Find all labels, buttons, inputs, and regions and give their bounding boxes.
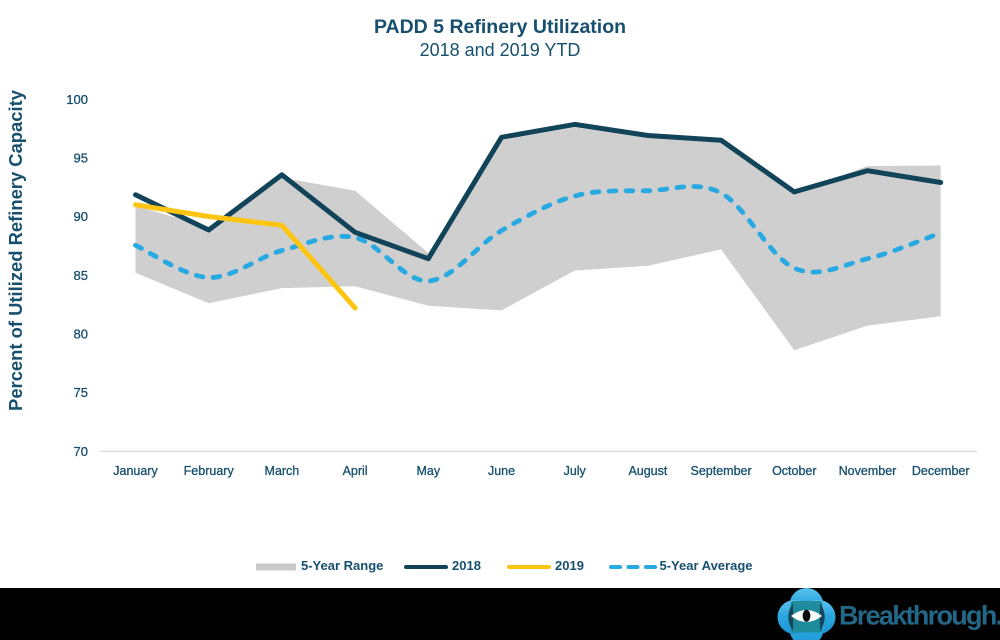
svg-text:2019: 2019 — [555, 558, 584, 573]
svg-text:January: January — [113, 464, 158, 478]
svg-text:September: September — [691, 464, 752, 478]
svg-text:80: 80 — [74, 327, 88, 342]
svg-text:Breakthrough.: Breakthrough. — [839, 601, 1000, 631]
svg-text:75: 75 — [74, 385, 88, 400]
svg-text:February: February — [184, 464, 235, 478]
svg-text:2018 and 2019 YTD: 2018 and 2019 YTD — [420, 40, 581, 60]
svg-text:85: 85 — [74, 268, 88, 283]
svg-text:70: 70 — [74, 444, 88, 459]
svg-text:100: 100 — [66, 92, 88, 107]
svg-text:October: October — [772, 464, 816, 478]
svg-text:November: November — [839, 464, 897, 478]
svg-text:95: 95 — [74, 150, 88, 165]
svg-text:90: 90 — [74, 209, 88, 224]
svg-text:2018: 2018 — [452, 558, 481, 573]
svg-text:PADD 5 Refinery Utilization: PADD 5 Refinery Utilization — [374, 16, 626, 38]
svg-text:July: July — [564, 464, 587, 478]
svg-text:December: December — [912, 464, 970, 478]
svg-text:March: March — [265, 464, 300, 478]
svg-text:Percent of Utilized Refinery C: Percent of Utilized Refinery Capacity — [5, 89, 26, 411]
svg-text:April: April — [343, 464, 368, 478]
svg-text:August: August — [628, 464, 667, 478]
svg-text:5-Year Average: 5-Year Average — [660, 558, 753, 573]
svg-text:May: May — [416, 464, 440, 478]
svg-text:5-Year Range: 5-Year Range — [301, 558, 383, 573]
svg-text:June: June — [488, 464, 515, 478]
